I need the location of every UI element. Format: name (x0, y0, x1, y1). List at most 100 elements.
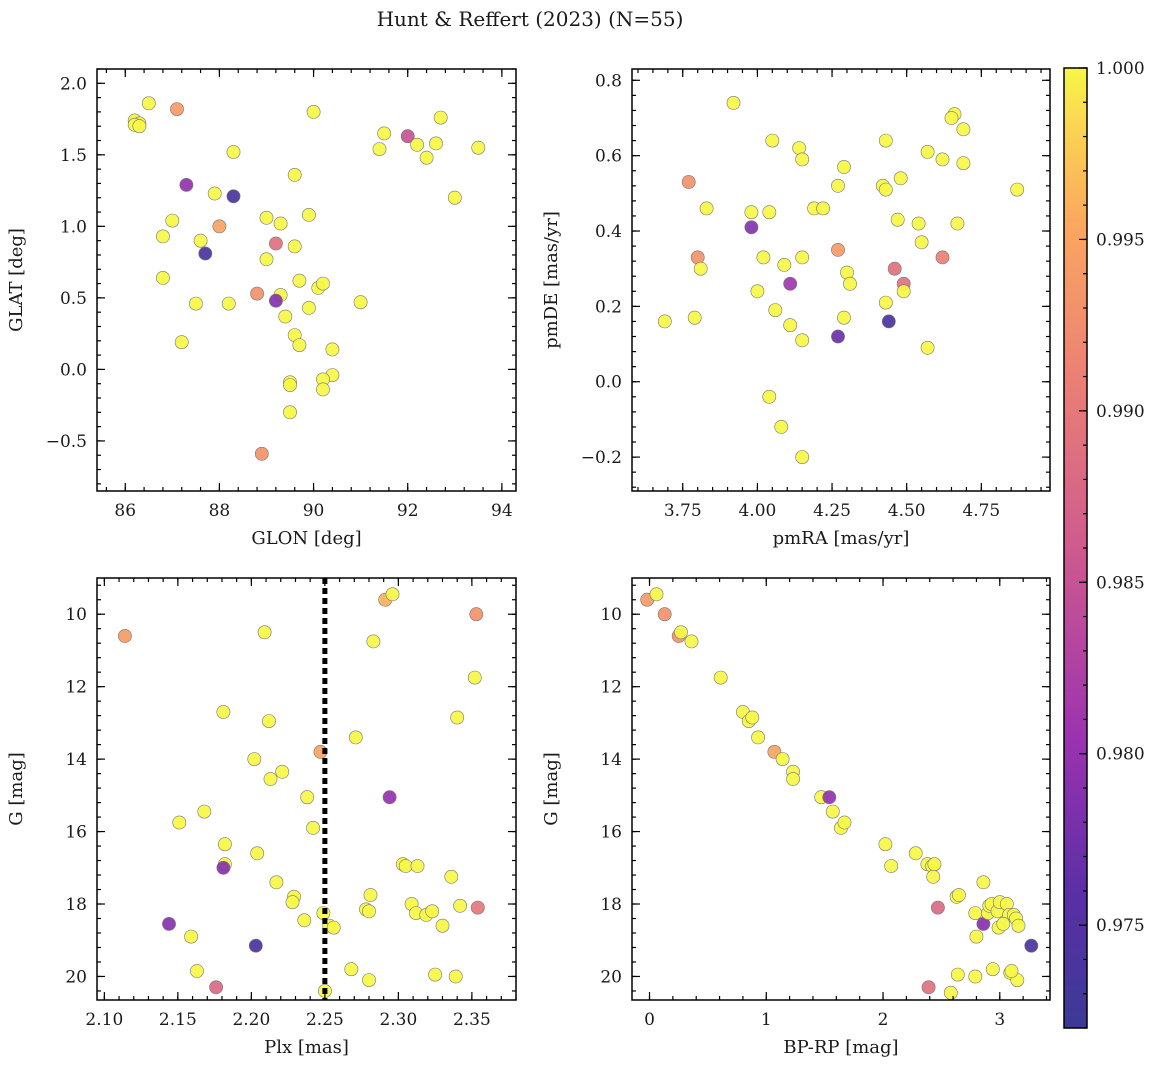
data-point (410, 137, 424, 152)
scatter-panel-2: 3.75 4.00 4.25 4.50 4.75 −0.2 0.0 0.2 0.4 0.6 0.8 p… (541, 68, 1051, 549)
data-point (257, 625, 272, 640)
data-point (921, 980, 936, 995)
data-point (969, 929, 984, 944)
data-point (190, 964, 204, 978)
data-point (744, 205, 759, 220)
y-tick-label: 0.2 (595, 297, 622, 317)
data-point (881, 314, 896, 329)
data-point (344, 962, 359, 977)
data-point (250, 846, 265, 861)
data-point (216, 860, 231, 875)
data-point (976, 875, 991, 890)
data-point (268, 236, 283, 251)
data-point (968, 906, 983, 920)
data-point (259, 252, 274, 267)
data-point (795, 250, 810, 265)
data-point (278, 309, 293, 324)
data-point (275, 764, 290, 779)
x-tick-label: 2.35 (453, 1010, 491, 1030)
data-point (756, 250, 771, 265)
data-point (197, 804, 212, 819)
data-point (398, 859, 413, 873)
data-point (363, 888, 378, 902)
y-tick-label: 16 (600, 823, 622, 843)
x-axis-label: BP-RP [mag] (783, 1037, 898, 1058)
data-point (198, 246, 213, 261)
data-point (751, 730, 765, 745)
data-point (952, 888, 966, 902)
plot-frame (96, 577, 517, 1001)
data-point (269, 875, 284, 890)
scatter-panel-1: 86 88 90 92 94 −0.5 0.0 0.5 1.0 1.5 2.0 GLON [deg] G… (6, 68, 517, 549)
data-point (259, 210, 274, 225)
data-point (155, 270, 170, 285)
data-point (221, 296, 236, 311)
x-tick-label: 90 (303, 501, 325, 521)
data-point (172, 815, 187, 830)
data-point (956, 122, 971, 137)
data-point (453, 898, 467, 913)
data-point (837, 160, 851, 174)
data-point (325, 342, 340, 357)
colorbar: 0.975 0.980 0.985 0.990 0.995 1.000 (1063, 59, 1145, 1029)
data-point (448, 969, 463, 984)
data-point (377, 126, 392, 141)
x-tick-label: 2.30 (379, 1010, 417, 1030)
data-point (931, 900, 945, 915)
data-point (908, 846, 923, 861)
data-point (262, 714, 276, 728)
data-point (713, 670, 728, 685)
x-tick-label: 1 (761, 1010, 772, 1030)
data-point (944, 111, 959, 125)
data-point (285, 895, 300, 910)
data-point (471, 140, 486, 155)
y-tick-label: 0.5 (60, 289, 87, 309)
scatter-panel-3: 2.10 2.15 2.20 2.25 2.30 2.35 10 12 14 16 18 20 Plx … (6, 577, 517, 1058)
data-point (950, 216, 965, 231)
data-point (831, 242, 845, 257)
data-point (920, 144, 935, 159)
data-point (765, 133, 780, 148)
y-tick-label: −0.5 (46, 432, 87, 452)
y-tick-label: 14 (65, 750, 87, 770)
data-point (306, 821, 320, 835)
data-point (226, 189, 241, 204)
data-point (362, 973, 376, 987)
data-point (193, 233, 208, 248)
data-point (429, 136, 443, 151)
data-point (118, 629, 132, 643)
data-point (935, 152, 950, 167)
data-point (893, 171, 908, 186)
data-point (693, 261, 708, 276)
data-point (943, 985, 958, 1000)
data-point (212, 219, 227, 234)
data-point (132, 119, 147, 134)
colorbar-tick-label: 0.990 (1096, 402, 1145, 422)
y-tick-label: 12 (600, 678, 622, 698)
data-point (920, 340, 935, 355)
data-point (825, 804, 840, 819)
x-tick-label: 2.20 (232, 1010, 270, 1030)
data-point (444, 869, 459, 884)
data-point (162, 917, 176, 931)
data-point (184, 929, 198, 944)
data-point (985, 962, 1000, 977)
data-point (762, 205, 777, 220)
data-point (362, 904, 376, 919)
data-point (155, 229, 170, 244)
x-axis-label: Plx [mas] (264, 1037, 349, 1058)
y-tick-label: 10 (600, 605, 622, 625)
data-point (777, 257, 792, 272)
x-tick-label: 0 (644, 1010, 655, 1030)
data-point (209, 980, 223, 995)
x-axis-label: GLON [deg] (251, 528, 361, 549)
y-axis-label: GLAT [deg] (6, 228, 27, 332)
colorbar-tick-label: 0.995 (1096, 230, 1145, 250)
data-point (250, 286, 264, 301)
data-point (1011, 918, 1026, 933)
data-point (956, 156, 971, 171)
x-tick-label: 2 (878, 1010, 889, 1030)
data-point (292, 338, 307, 352)
data-point (316, 382, 330, 397)
y-tick-label: 0.6 (595, 147, 622, 167)
